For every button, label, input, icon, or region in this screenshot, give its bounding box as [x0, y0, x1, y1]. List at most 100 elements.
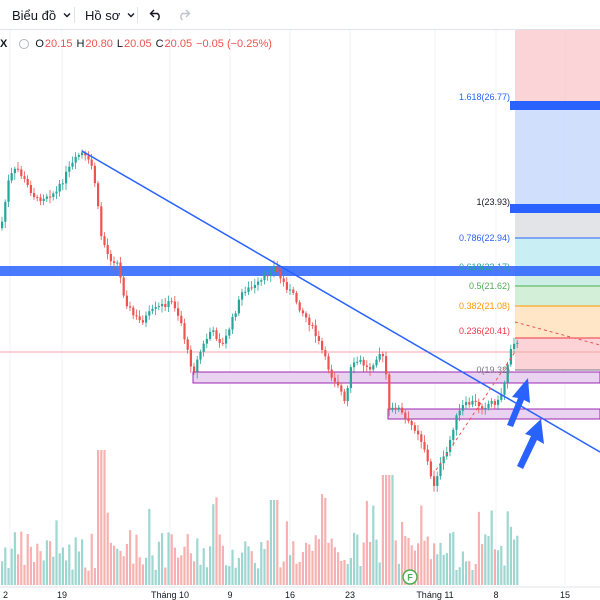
volume-bar — [138, 557, 141, 585]
volume-bar — [186, 534, 189, 585]
candle-body — [68, 166, 71, 172]
candle-body — [135, 315, 138, 317]
redo-button[interactable] — [174, 5, 194, 25]
volume-bar — [289, 555, 292, 585]
candle-body — [247, 287, 250, 292]
candle-body — [138, 316, 141, 321]
volume-bar — [189, 553, 192, 585]
volume-bar — [253, 562, 256, 585]
resistance-line[interactable] — [0, 266, 600, 276]
symbol-label[interactable]: X — [0, 38, 8, 50]
candle-body — [477, 401, 480, 407]
volume-bar — [503, 565, 506, 585]
volume-bar — [49, 541, 52, 585]
volume-bar — [84, 567, 87, 585]
candle-body — [372, 365, 375, 370]
candle-body — [407, 418, 410, 421]
volume-bar — [263, 549, 266, 585]
candle-body — [282, 278, 285, 283]
volume-bar — [324, 497, 327, 585]
volume-bar — [234, 567, 237, 585]
volume-bar — [209, 546, 212, 585]
candle-body — [87, 155, 90, 160]
candle-body — [237, 299, 240, 314]
chart-menu-button[interactable]: Biểu đồ — [12, 0, 72, 30]
chevron-down-icon — [63, 13, 71, 18]
volume-bar — [196, 538, 199, 585]
volume-bar — [391, 475, 394, 585]
volume-bar — [225, 565, 228, 585]
candle-body — [177, 308, 180, 316]
volume-bar — [65, 560, 68, 585]
support-zone-lower[interactable] — [387, 408, 600, 420]
fib-1-line[interactable] — [510, 204, 600, 213]
undo-button[interactable] — [146, 5, 166, 25]
candle-body — [90, 159, 93, 166]
candle-body — [308, 317, 311, 325]
support-zone-upper[interactable] — [192, 371, 600, 384]
candle-body — [234, 313, 237, 317]
volume-bar — [365, 500, 368, 585]
volume-bar — [71, 569, 74, 585]
candle-body — [516, 342, 519, 344]
candle-body — [362, 359, 365, 366]
volume-bar — [241, 552, 244, 585]
volume-bar — [330, 538, 333, 585]
volume-bar — [55, 520, 58, 585]
fib-zone-5 — [515, 286, 600, 306]
candle-body — [455, 415, 458, 430]
volume-bar — [103, 450, 106, 585]
volume-bar — [372, 505, 375, 585]
redo-icon — [180, 9, 191, 21]
volume-bar — [129, 530, 132, 585]
candle-body — [26, 178, 29, 186]
candle-body — [241, 292, 244, 300]
volume-bar — [52, 556, 55, 585]
candle-body — [340, 385, 343, 392]
visibility-toggle-icon[interactable] — [19, 39, 30, 49]
candle-body — [503, 382, 506, 395]
volume-bar — [369, 541, 372, 585]
candle-body — [356, 361, 359, 363]
volume-bar — [87, 570, 90, 585]
volume-bar — [167, 532, 170, 585]
candle-body — [199, 351, 202, 360]
volume-bar — [279, 567, 282, 585]
volume-bar — [90, 533, 93, 585]
volume-bar — [362, 542, 365, 585]
profile-menu-button[interactable]: Hồ sơ — [85, 0, 136, 30]
candle-body — [212, 330, 215, 332]
candle-body — [141, 320, 144, 323]
volume-bar — [481, 544, 484, 585]
volume-bar — [113, 545, 116, 585]
projection-line — [514, 321, 600, 346]
trend-line[interactable] — [81, 150, 600, 453]
volume-bar — [353, 532, 356, 585]
candle-body — [481, 406, 484, 409]
candle-body — [157, 306, 160, 308]
time-axis-label: 8 — [493, 590, 498, 600]
volume-bar — [170, 534, 173, 585]
volume-bar — [388, 475, 391, 585]
arrow-icon[interactable] — [507, 378, 530, 427]
candle-body — [417, 430, 420, 435]
earnings-event-marker[interactable]: F — [402, 569, 418, 585]
volume-bar — [221, 545, 224, 585]
volume-bar — [141, 564, 144, 585]
volume-bar — [340, 560, 343, 585]
candle-body — [327, 356, 330, 370]
fib-1618-line[interactable] — [510, 101, 600, 110]
candle-body — [301, 310, 304, 314]
volume-bar — [346, 563, 349, 585]
profile-menu-label: Hồ sơ — [85, 7, 121, 23]
volume-bar — [125, 543, 128, 585]
candle-body — [215, 330, 218, 339]
candle-body — [202, 343, 205, 352]
volume-bar — [244, 541, 247, 585]
candle-body — [263, 275, 266, 281]
arrow-icon[interactable] — [517, 419, 544, 469]
candle-body — [436, 476, 439, 486]
candle-body — [279, 272, 282, 279]
volume-bar — [449, 533, 452, 585]
